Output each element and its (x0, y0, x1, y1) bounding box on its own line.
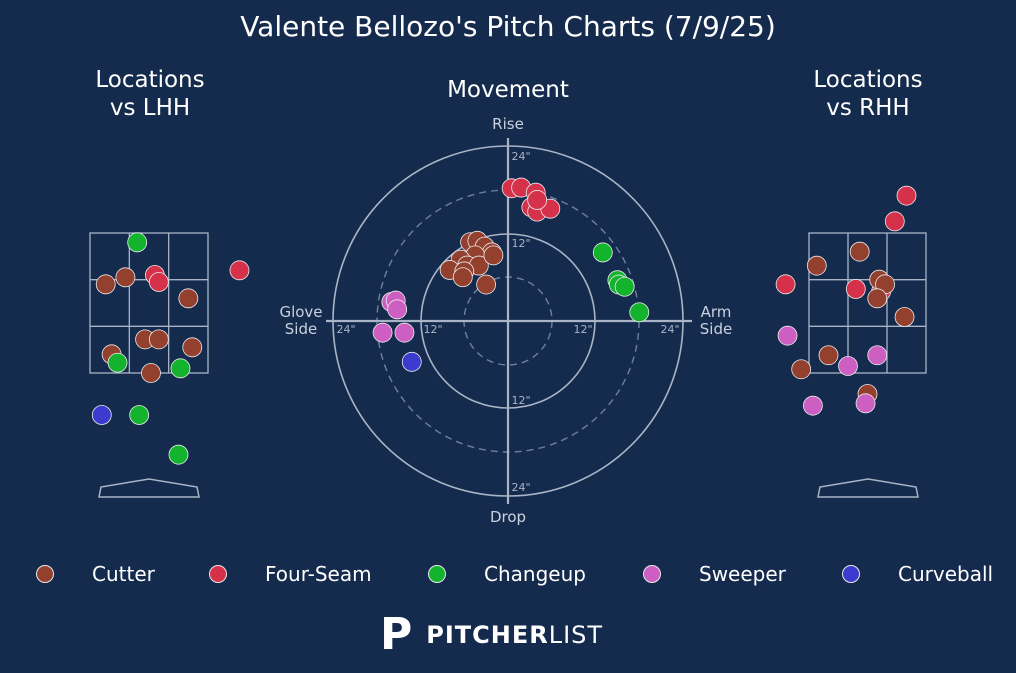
pitch-point-curveball-14 (91, 405, 112, 425)
legend-label-curveball: Curveball (898, 562, 994, 586)
legend-item-four-seam: Four-Seam (209, 562, 372, 586)
ring-label-right-12: 12" (573, 323, 592, 336)
pitch-point-changeup-11 (107, 352, 128, 373)
pitcherlist-logo: P PITCHERLIST (380, 612, 603, 658)
pitch-point-sweeper-27 (387, 299, 408, 320)
rhh-home-plate (817, 478, 919, 498)
axis-label-glove-2: Side (285, 320, 317, 338)
pitch-point-sweeper-11 (777, 325, 798, 346)
pitch-point-changeup-15 (129, 405, 150, 425)
pitch-point-cutter-9 (867, 288, 888, 309)
ring-label-top-24: 24" (511, 150, 530, 163)
legend-label-changeup: Changeup (484, 562, 586, 586)
pitch-point-cutter-12 (141, 363, 161, 383)
pitch-point-changeup-13 (170, 358, 191, 379)
legend-item-changeup: Changeup (428, 562, 586, 586)
pitch-point-cutter-15 (791, 359, 812, 380)
pitch-point-four-seam-5 (229, 260, 250, 281)
pitch-point-cutter-23 (476, 274, 497, 295)
chart-title: Valente Bellozo's Pitch Charts (7/9/25) (240, 10, 776, 43)
ring-label-top-12: 12" (511, 237, 530, 250)
pitch-point-cutter-22 (452, 267, 473, 288)
ring-label-left-24: 24" (336, 323, 355, 336)
pitch-point-four-seam-5 (845, 279, 866, 299)
lhh-panel-title: Locations vs LHH (70, 66, 230, 122)
pitch-point-sweeper-28 (372, 322, 393, 343)
pitch-point-four-seam-6 (527, 190, 548, 210)
rhh-pitch-points (775, 185, 917, 416)
logo-word-thin: LIST (548, 621, 604, 649)
rhh-panel-title: Locations vs RHH (788, 66, 948, 122)
legend-item-cutter: Cutter (36, 562, 155, 586)
legend-swatch-sweeper (643, 565, 661, 583)
pitch-point-changeup-0 (127, 232, 148, 253)
rhh-title-line2: vs RHH (826, 95, 910, 121)
movement-ring-labels: 24" 12" 12" 24" 24" 12" 12" 24" (336, 150, 679, 494)
axis-label-glove-1: Glove (279, 303, 322, 321)
pitch-point-sweeper-17 (803, 395, 823, 416)
pitch-point-cutter-1 (95, 274, 116, 295)
movement-axis-labels: Rise Drop Glove Side Arm Side (279, 115, 732, 526)
logo-wordmark: PITCHERLIST (426, 621, 603, 649)
legend-label-sweeper: Sweeper (699, 562, 786, 586)
pitch-point-cutter-2 (115, 267, 136, 288)
pitch-point-cutter-3 (806, 255, 827, 276)
pitch-point-cutter-10 (894, 307, 915, 327)
axis-label-arm-1: Arm (701, 303, 732, 321)
legend-swatch-four-seam (209, 565, 227, 583)
movement-panel-title: Movement (447, 77, 569, 103)
legend-swatch-curveball (842, 565, 860, 583)
axis-label-rise: Rise (492, 115, 524, 133)
movement-pitch-points (372, 177, 650, 372)
ring-label-bottom-24: 24" (511, 481, 530, 494)
logo-word-bold: PITCHER (426, 621, 549, 649)
lhh-title-line1: Locations (95, 67, 205, 93)
pitch-point-four-seam-0 (896, 185, 917, 206)
pitch-point-sweeper-29 (394, 322, 415, 343)
axis-label-drop: Drop (490, 508, 526, 526)
lhh-pitch-points (91, 232, 250, 465)
rhh-title-line1: Locations (813, 67, 923, 93)
pitch-point-cutter-9 (182, 337, 203, 358)
logo-mark: P (380, 609, 413, 660)
pitch-point-changeup-10 (614, 276, 635, 297)
lhh-title-line2: vs LHH (109, 95, 191, 121)
axis-label-arm-2: Side (700, 320, 732, 338)
ring-label-right-24: 24" (660, 323, 679, 336)
legend-swatch-cutter (36, 565, 54, 583)
pitch-point-cutter-8 (148, 329, 169, 350)
pitch-point-cutter-6 (178, 288, 199, 309)
pitch-point-changeup-16 (168, 444, 189, 465)
legend-item-sweeper: Sweeper (643, 562, 786, 586)
legend-swatch-changeup (428, 565, 446, 583)
pitch-point-changeup-7 (592, 242, 613, 263)
pitch-point-cutter-24 (483, 245, 504, 266)
pitch-point-sweeper-13 (867, 345, 888, 366)
legend: Cutter Four-Seam Changeup Sweeper Curveb… (0, 562, 1016, 594)
legend-label-cutter: Cutter (92, 562, 155, 586)
ring-label-left-12: 12" (423, 323, 442, 336)
ring-label-bottom-12: 12" (511, 394, 530, 407)
pitch-point-four-seam-4 (148, 272, 169, 292)
lhh-home-plate (98, 478, 200, 498)
pitch-point-sweeper-18 (855, 393, 876, 414)
pitch-point-cutter-12 (818, 345, 839, 366)
pitch-point-curveball-30 (401, 351, 422, 372)
pitch-point-cutter-2 (849, 241, 870, 262)
pitch-point-four-seam-1 (884, 211, 905, 232)
legend-item-curveball: Curveball (842, 562, 993, 586)
legend-label-four-seam: Four-Seam (265, 562, 372, 586)
pitch-point-changeup-11 (629, 302, 650, 323)
pitch-point-sweeper-14 (838, 356, 858, 376)
pitch-point-four-seam-4 (775, 274, 796, 295)
